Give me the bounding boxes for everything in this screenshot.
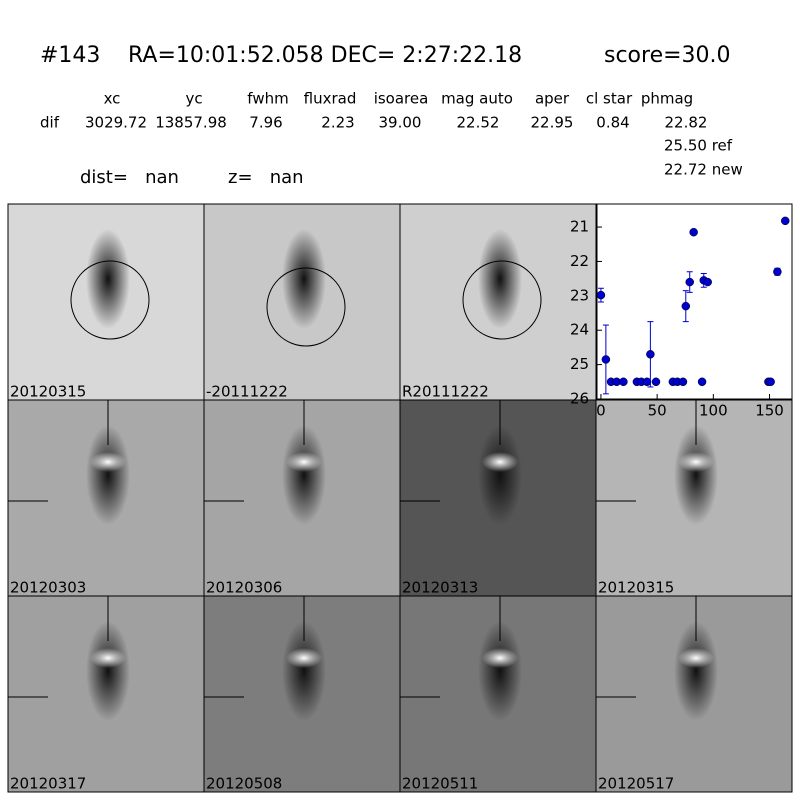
row-label: dif — [40, 114, 60, 132]
aperture — [462, 260, 542, 340]
data-point — [596, 290, 606, 300]
column-header: xc — [104, 90, 121, 108]
source — [674, 425, 718, 525]
table-value: 3029.72 — [85, 114, 147, 132]
table-value: 13857.98 — [155, 114, 227, 132]
coordinates: RA=10:01:52.058 DEC= 2:27:22.18 — [128, 43, 522, 68]
data-point — [697, 377, 707, 387]
x-tick-label: 0 — [596, 402, 606, 420]
stamp-label: 20120511 — [402, 775, 478, 793]
column-header: cl star — [586, 90, 633, 108]
source-highlight — [90, 452, 126, 472]
source — [282, 621, 326, 721]
data-point — [642, 377, 652, 387]
source-highlight — [678, 648, 714, 668]
source — [86, 425, 130, 525]
source-highlight — [678, 452, 714, 472]
stamp-label: -20111222 — [206, 383, 288, 401]
object-id: #143 — [40, 43, 100, 68]
column-header: aper — [535, 90, 570, 108]
source — [86, 621, 130, 721]
column-header: mag auto — [441, 90, 513, 108]
y-tick-label: 23 — [570, 286, 589, 304]
y-tick-label: 22 — [570, 252, 589, 270]
table-value: 7.96 — [249, 114, 282, 132]
stamp-label: 20120517 — [598, 775, 674, 793]
column-header: yc — [185, 90, 202, 108]
source-highlight — [286, 452, 322, 472]
data-point — [703, 277, 712, 287]
redshift: z= nan — [228, 167, 304, 188]
stamp-label: R20111222 — [402, 383, 489, 401]
x-tick-label: 50 — [648, 402, 667, 420]
data-point — [651, 377, 661, 387]
column-header: isoarea — [374, 90, 429, 108]
source — [674, 621, 718, 721]
stamp-label: 20120317 — [10, 775, 86, 793]
table-value: 22.82 — [665, 114, 708, 132]
column-header: fwhm — [247, 90, 288, 108]
column-header: fluxrad — [304, 90, 357, 108]
source — [478, 229, 522, 329]
source-highlight — [286, 648, 322, 668]
data-point — [681, 301, 691, 311]
new-mag: 22.72 new — [664, 161, 743, 179]
data-point — [685, 277, 694, 287]
data-point — [619, 377, 628, 387]
score: score=30.0 — [604, 43, 731, 68]
source — [86, 229, 130, 329]
y-tick-label: 26 — [570, 390, 589, 408]
y-tick-label: 25 — [570, 355, 589, 373]
stamp-label: 20120315 — [598, 579, 674, 597]
table-value: 39.00 — [379, 114, 422, 132]
source — [282, 229, 326, 329]
data-point — [646, 350, 655, 359]
source-highlight — [90, 648, 126, 668]
x-tick-label: 100 — [699, 402, 728, 420]
y-tick-label: 21 — [570, 218, 589, 236]
data-point — [678, 377, 688, 387]
source — [282, 425, 326, 525]
table-value: 2.23 — [321, 114, 354, 132]
stamp-label: 20120508 — [206, 775, 282, 793]
ref-mag: 25.50 ref — [664, 137, 733, 155]
source — [478, 621, 522, 721]
stamp-label: 20120313 — [402, 579, 478, 597]
x-tick-label: 150 — [755, 402, 784, 420]
plot-area — [596, 203, 793, 400]
source — [478, 425, 522, 525]
data-point — [773, 267, 782, 277]
stamp-label: 20120315 — [10, 383, 86, 401]
source-highlight — [482, 452, 518, 472]
stamp-label: 20120306 — [206, 579, 282, 597]
data-point — [689, 227, 698, 237]
data-point — [766, 377, 775, 387]
data-point — [601, 355, 611, 364]
stamp-label: 20120303 — [10, 579, 86, 597]
aperture — [266, 267, 346, 347]
table-value: 22.95 — [531, 114, 574, 132]
table-value: 22.52 — [457, 114, 500, 132]
table-value: 0.84 — [596, 114, 629, 132]
dist: dist= nan — [80, 167, 179, 188]
data-point — [781, 216, 790, 226]
source-highlight — [482, 648, 518, 668]
aperture — [70, 260, 150, 340]
column-header: phmag — [641, 90, 693, 108]
y-tick-label: 24 — [570, 321, 589, 339]
